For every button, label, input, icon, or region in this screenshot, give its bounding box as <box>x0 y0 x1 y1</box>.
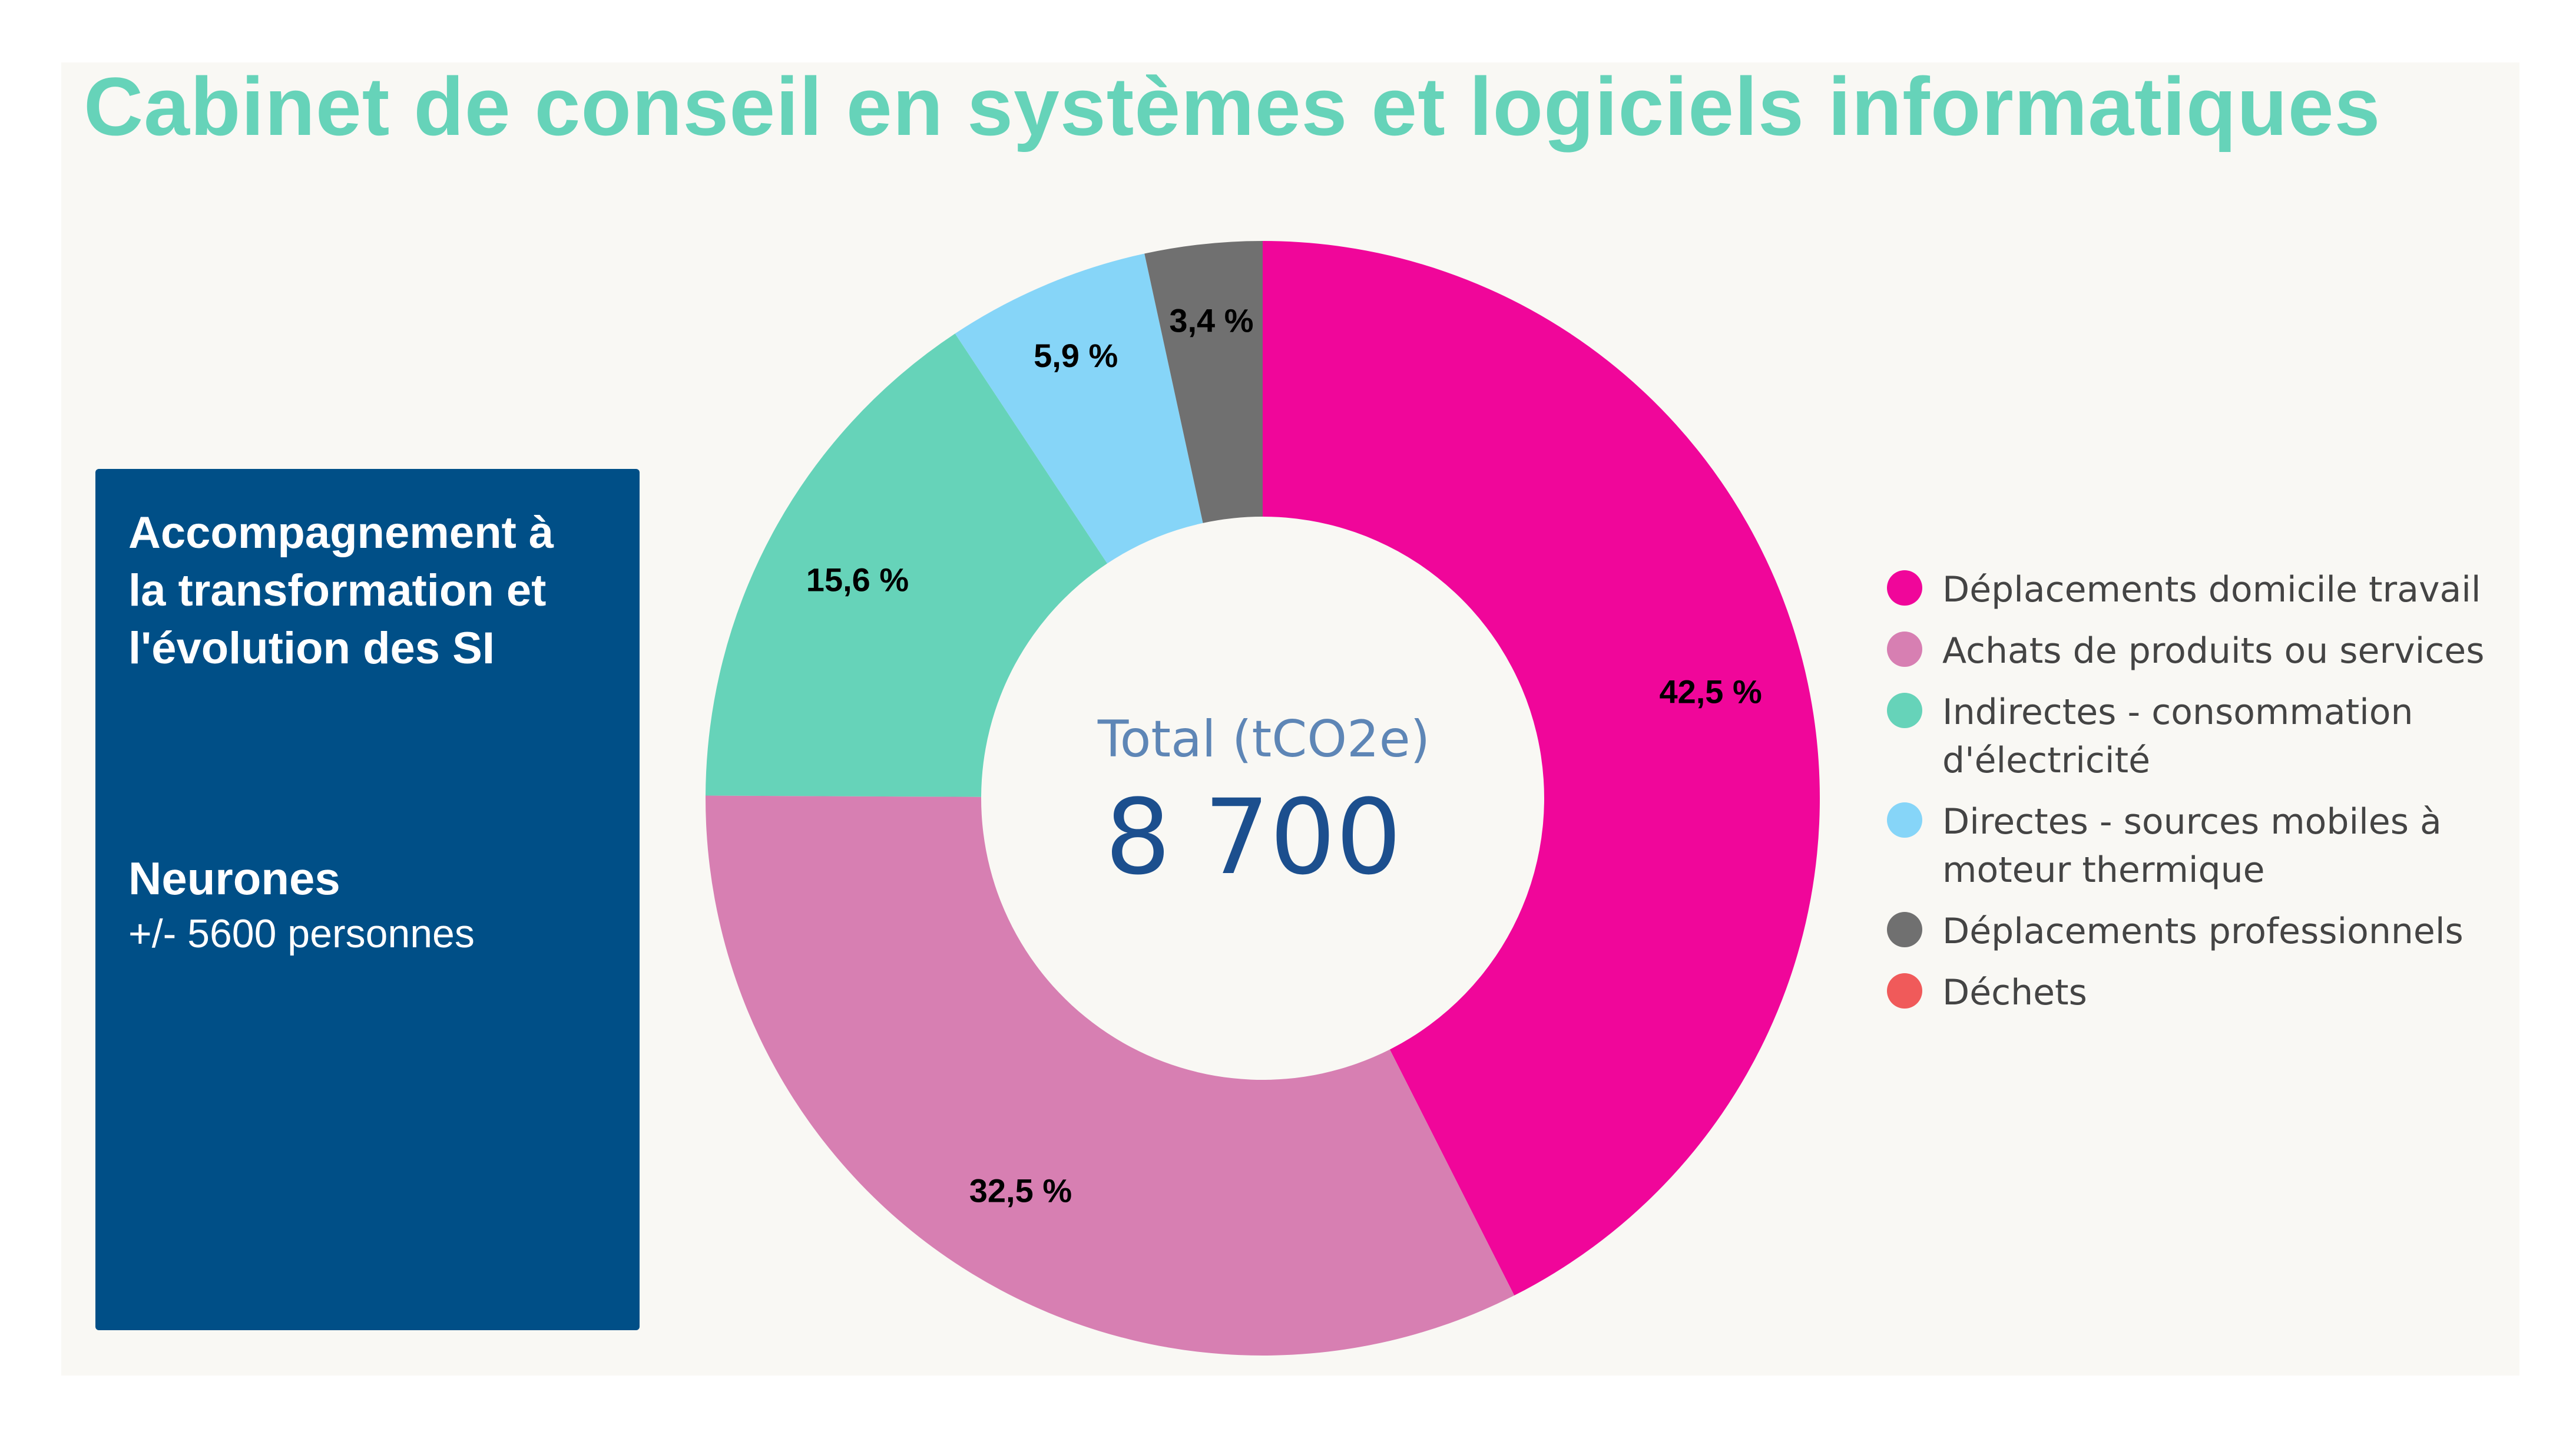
page-title: Cabinet de conseil en systèmes et logici… <box>84 60 2381 153</box>
activity-heading-line-2: la transformation et <box>128 566 547 616</box>
legend-item-3: Directes - sources mobiles à moteur ther… <box>1887 798 2547 894</box>
legend-swatch-icon <box>1887 912 1922 947</box>
slice-label-3: 5,9 % <box>1034 337 1118 374</box>
activity-heading-line-1: Accompagnement à <box>128 508 554 558</box>
donut-slice-3 <box>955 253 1203 564</box>
donut-slice-4 <box>1144 241 1263 523</box>
legend-label: Indirectes - consommation d'électricité <box>1942 692 2413 781</box>
legend-swatch-icon <box>1887 632 1922 667</box>
legend-item-5: Déchets <box>1887 968 2547 1017</box>
legend-label: Déplacements domicile travail <box>1942 569 2481 610</box>
company-name: Neurones <box>128 852 340 904</box>
chart-legend: Déplacements domicile travail Achats de p… <box>1887 566 2547 1030</box>
slice-label-0: 42,5 % <box>1659 673 1762 710</box>
slice-label-4: 3,4 % <box>1169 302 1253 339</box>
legend-swatch-icon <box>1887 693 1922 728</box>
legend-item-1: Achats de produits ou services <box>1887 627 2547 675</box>
slice-label-2: 15,6 % <box>806 561 909 598</box>
legend-swatch-icon <box>1887 570 1922 606</box>
legend-item-2: Indirectes - consommation d'électricité <box>1887 688 2547 785</box>
legend-label: Déchets <box>1942 972 2087 1013</box>
total-label: Total (tCO2e) <box>1097 710 1430 769</box>
legend-label: Déplacements professionnels <box>1942 911 2464 952</box>
slice-label-1: 32,5 % <box>969 1172 1072 1209</box>
total-value: 8 700 <box>1105 777 1402 898</box>
company-staff-count: +/- 5600 personnes <box>128 911 475 956</box>
donut-slice-1 <box>706 795 1515 1356</box>
legend-swatch-icon <box>1887 802 1922 838</box>
legend-label: Achats de produits ou services <box>1942 630 2485 672</box>
legend-swatch-icon <box>1887 973 1922 1009</box>
legend-label: Directes - sources mobiles à moteur ther… <box>1942 801 2442 891</box>
activity-heading-line-3: l'évolution des SI <box>128 623 495 673</box>
legend-item-4: Déplacements professionnels <box>1887 907 2547 956</box>
donut-slice-2 <box>706 333 1108 797</box>
activity-heading: Accompagnement à la transformation et l'… <box>128 504 607 677</box>
company-info-box: Accompagnement à la transformation et l'… <box>95 469 640 1330</box>
donut-slice-0 <box>1263 241 1820 1296</box>
legend-item-0: Déplacements domicile travail <box>1887 566 2547 614</box>
